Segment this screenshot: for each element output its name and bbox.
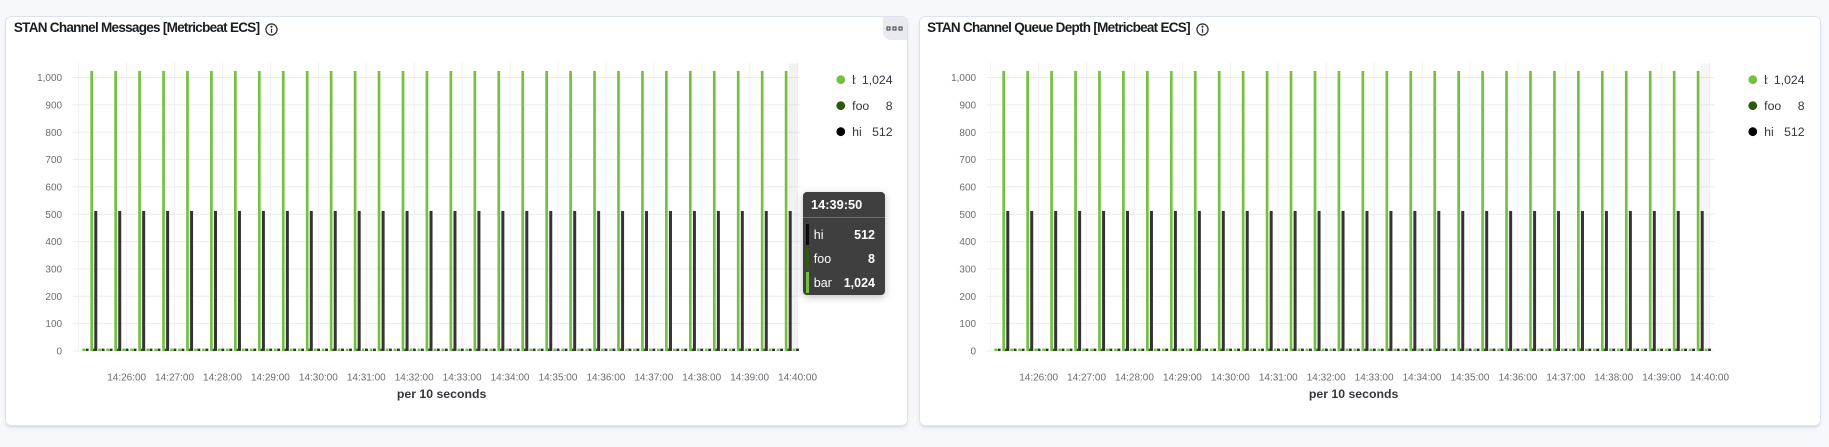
svg-text:800: 800 [959,127,976,138]
svg-text:14:40:00: 14:40:00 [779,372,818,383]
svg-text:600: 600 [46,182,63,193]
svg-text:512: 512 [1784,125,1805,139]
svg-text:0: 0 [57,346,63,357]
svg-text:foo: foo [1764,99,1781,113]
svg-text:14:34:00: 14:34:00 [1402,372,1441,383]
svg-text:14:33:00: 14:33:00 [443,372,482,383]
svg-text:14:27:00: 14:27:00 [1067,372,1106,383]
svg-text:bar: bar [1764,73,1782,87]
svg-text:14:36:00: 14:36:00 [587,372,626,383]
svg-text:14:37:00: 14:37:00 [635,372,674,383]
svg-text:1,024: 1,024 [862,73,893,87]
svg-text:14:29:00: 14:29:00 [251,372,290,383]
svg-text:14:35:00: 14:35:00 [1450,372,1489,383]
svg-text:300: 300 [959,264,976,275]
svg-text:8: 8 [886,99,893,113]
svg-text:14:27:00: 14:27:00 [156,372,195,383]
svg-text:14:38:00: 14:38:00 [1594,372,1633,383]
svg-text:600: 600 [959,182,976,193]
svg-text:per 10 seconds: per 10 seconds [397,386,487,400]
svg-text:14:31:00: 14:31:00 [347,372,386,383]
svg-text:400: 400 [959,237,976,248]
svg-text:14:29:00: 14:29:00 [1163,372,1202,383]
svg-text:hi: hi [1764,125,1774,139]
svg-text:400: 400 [46,237,63,248]
svg-text:100: 100 [959,319,976,330]
svg-text:per 10 seconds: per 10 seconds [1308,386,1398,400]
svg-text:512: 512 [872,125,893,139]
svg-text:14:39:00: 14:39:00 [731,372,770,383]
svg-text:14:38:00: 14:38:00 [683,372,722,383]
svg-text:bar: bar [853,73,871,87]
svg-text:14:26:00: 14:26:00 [108,372,147,383]
svg-text:14:37:00: 14:37:00 [1546,372,1585,383]
svg-text:14:33:00: 14:33:00 [1354,372,1393,383]
svg-text:14:28:00: 14:28:00 [1115,372,1154,383]
svg-text:900: 900 [46,100,63,111]
svg-text:14:30:00: 14:30:00 [299,372,338,383]
svg-text:500: 500 [46,209,63,220]
svg-text:0: 0 [970,346,976,357]
svg-text:100: 100 [46,319,63,330]
svg-text:14:32:00: 14:32:00 [1306,372,1345,383]
svg-text:1,000: 1,000 [37,73,62,84]
svg-text:14:34:00: 14:34:00 [491,372,530,383]
svg-text:14:26:00: 14:26:00 [1019,372,1058,383]
svg-text:200: 200 [959,291,976,302]
svg-text:500: 500 [959,209,976,220]
svg-text:hi: hi [853,125,863,139]
svg-text:14:40:00: 14:40:00 [1690,372,1729,383]
svg-text:foo: foo [853,99,870,113]
svg-text:700: 700 [959,155,976,166]
svg-text:900: 900 [959,100,976,111]
svg-text:14:31:00: 14:31:00 [1258,372,1297,383]
svg-text:1,024: 1,024 [1773,73,1804,87]
svg-text:14:30:00: 14:30:00 [1211,372,1250,383]
svg-text:14:36:00: 14:36:00 [1498,372,1537,383]
svg-text:8: 8 [1797,99,1804,113]
svg-text:1,000: 1,000 [951,73,976,84]
svg-text:14:35:00: 14:35:00 [539,372,578,383]
svg-text:200: 200 [46,291,63,302]
svg-text:14:39:00: 14:39:00 [1642,372,1681,383]
svg-text:800: 800 [46,127,63,138]
svg-text:14:28:00: 14:28:00 [203,372,242,383]
svg-text:700: 700 [46,155,63,166]
svg-text:14:32:00: 14:32:00 [395,372,434,383]
svg-text:300: 300 [46,264,63,275]
